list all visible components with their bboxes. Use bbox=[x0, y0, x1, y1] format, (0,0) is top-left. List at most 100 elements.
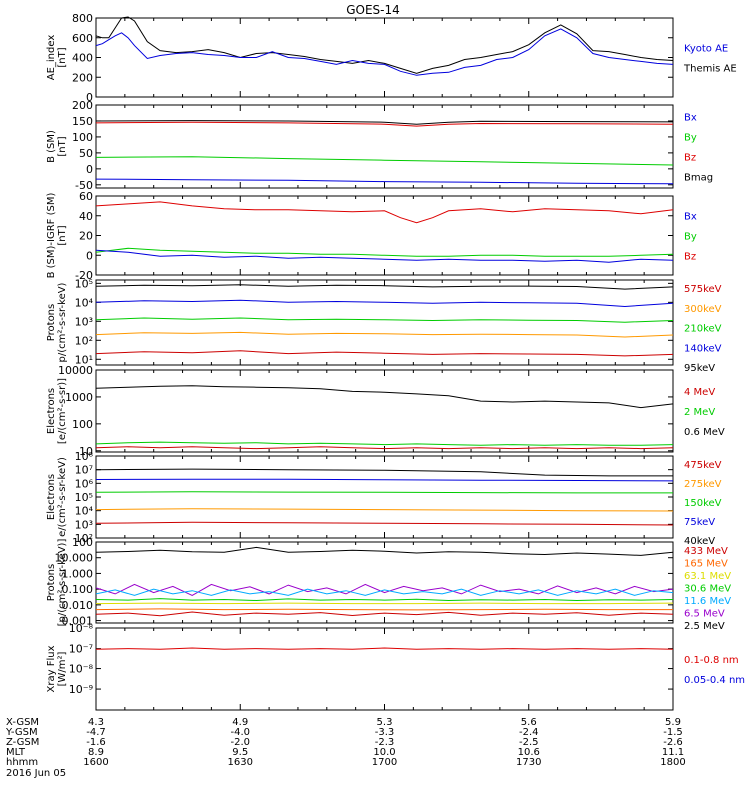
x-axis-row-label: MLT bbox=[6, 747, 26, 758]
x-axis-row-value: 1630 bbox=[228, 757, 253, 768]
panel-8: 10⁻⁸ 10⁻⁷ 10⁻⁸ 10⁻⁹ Xray Flux [W/m²] 0.1-0.8 n… bbox=[46, 622, 745, 711]
y-tick-label: -20 bbox=[75, 269, 93, 282]
series-line-11-6-mev bbox=[95, 588, 674, 596]
y-tick-label: 0 bbox=[86, 91, 93, 104]
x-axis-row-value: -2.4 bbox=[519, 727, 539, 738]
legend-entry: 300keV bbox=[684, 304, 722, 315]
legend-entry: 2 MeV bbox=[684, 407, 715, 418]
series-line-bmag bbox=[95, 120, 674, 125]
x-axis-row-value: -2.5 bbox=[519, 737, 539, 748]
series-line-bz bbox=[95, 121, 674, 127]
x-axis-row-value: 4.9 bbox=[232, 717, 248, 728]
series-line-bx bbox=[95, 178, 674, 185]
series-line-4-mev bbox=[95, 446, 674, 450]
y-tick-label: 100 bbox=[72, 418, 93, 431]
legend-entry: Bz bbox=[684, 252, 696, 263]
legend-entry: 40keV bbox=[684, 536, 715, 547]
series-line-bx bbox=[95, 249, 674, 263]
legend-entry: 210keV bbox=[684, 324, 722, 335]
x-axis-row-label: X-GSM bbox=[6, 717, 39, 728]
x-axis-row-value: -2.0 bbox=[230, 737, 250, 748]
series-line-210kev bbox=[95, 317, 674, 323]
y-axis-label: B (SM) bbox=[46, 130, 57, 163]
y-tick-label: 10³ bbox=[75, 315, 93, 328]
x-axis-row-value: 8.9 bbox=[88, 747, 104, 758]
x-axis-row-value: 5.3 bbox=[377, 717, 393, 728]
y-tick-label: 0.100 bbox=[62, 583, 94, 596]
y-axis-label: [W/m²] bbox=[57, 651, 68, 686]
x-axis-row-value: 4.3 bbox=[88, 717, 104, 728]
y-tick-label: 10³ bbox=[75, 518, 93, 531]
y-axis-label: Electrons bbox=[46, 474, 57, 520]
x-axis-row-label: Y-GSM bbox=[5, 727, 38, 738]
series-line-140kev bbox=[95, 299, 674, 308]
legend-entry: 275keV bbox=[684, 479, 722, 490]
series-line-30-6-mev bbox=[95, 598, 674, 602]
y-tick-label: 10.000 bbox=[55, 552, 94, 565]
panel-7: 100 10.000 1.000 0.100 0.010 0.001 Protons [p/(… bbox=[46, 536, 731, 632]
legend-entry: Bz bbox=[684, 153, 696, 164]
y-axis-label: [nT] bbox=[57, 47, 68, 67]
y-axis-label: [nT] bbox=[57, 225, 68, 245]
y-tick-label: 10⁸ bbox=[75, 450, 94, 463]
y-tick-label: 10⁴ bbox=[75, 296, 94, 309]
legend-entry: 0.1-0.8 nm bbox=[684, 655, 739, 666]
legend-entry: Bmag bbox=[684, 173, 713, 184]
x-axis-row-value: 5.9 bbox=[665, 717, 681, 728]
series-line-themis-ae bbox=[95, 16, 674, 74]
series-line-150kev bbox=[95, 491, 673, 494]
y-tick-label: 200 bbox=[72, 71, 93, 84]
y-axis-label: AE_index bbox=[46, 35, 57, 81]
panel-3: 60 40 20 0 -20 B (SM)-IGRF (SM) [nT] Bx By Bz bbox=[46, 190, 697, 282]
x-axis-row-value: -2.3 bbox=[375, 737, 395, 748]
y-tick-label: 100 bbox=[72, 131, 93, 144]
x-axis-row-value: 10.6 bbox=[518, 747, 540, 758]
series-line-by bbox=[95, 156, 674, 166]
y-tick-label: 10⁵ bbox=[75, 277, 93, 290]
series-line-40kev bbox=[95, 468, 673, 477]
legend-entry: Themis AE bbox=[683, 64, 737, 75]
y-tick-label: 10⁻⁷ bbox=[69, 643, 93, 656]
panel-frame bbox=[95, 195, 674, 276]
legend-entry: 11.6 MeV bbox=[684, 596, 731, 607]
y-tick-label: 150 bbox=[72, 115, 93, 128]
legend-entry: 475keV bbox=[684, 460, 722, 471]
y-axis-label: [nT] bbox=[57, 136, 68, 156]
series-line-575kev bbox=[95, 350, 674, 357]
series-line-2-5-mev bbox=[95, 546, 674, 556]
panel-5: 10000 1000 100 10 Electrons [e/(cm²-s-sr)] 4 M… bbox=[46, 364, 725, 458]
panel-frame bbox=[95, 541, 674, 624]
y-tick-label: 20 bbox=[79, 230, 93, 243]
legend-entry: Bx bbox=[684, 212, 697, 223]
panel-2: 200 150 100 50 0 -50 B (SM) [nT] Bx By Bz Bmag bbox=[46, 99, 713, 192]
x-axis-row-value: 11.1 bbox=[662, 747, 684, 758]
y-axis-label: B (SM)-IGRF (SM) bbox=[46, 193, 57, 279]
y-axis-label: [e/(cm²-s-sr)] bbox=[57, 378, 68, 444]
series-line-63-1-mev bbox=[95, 602, 674, 605]
series-line-475kev bbox=[95, 521, 674, 526]
legend-entry: 433 MeV bbox=[684, 546, 728, 557]
legend-entry: 0.6 MeV bbox=[684, 427, 725, 438]
panel-frame bbox=[95, 455, 674, 539]
y-tick-label: 10² bbox=[75, 334, 93, 347]
legend-entry: 30.6 MeV bbox=[684, 584, 731, 595]
y-axis-label: Protons bbox=[46, 304, 57, 341]
series-line-by bbox=[95, 247, 674, 257]
legend-entry: 6.5 MeV bbox=[684, 609, 725, 620]
legend-entry: 2.5 MeV bbox=[684, 621, 725, 632]
x-axis-row-label: Z-GSM bbox=[6, 737, 39, 748]
x-axis-row-value: 1600 bbox=[83, 757, 108, 768]
series-line-2-mev bbox=[95, 441, 674, 446]
y-tick-label: 0.010 bbox=[62, 599, 94, 612]
y-tick-label: 0.001 bbox=[62, 615, 94, 628]
y-tick-label: 100 bbox=[72, 536, 93, 549]
x-axis-row-value: 9.5 bbox=[232, 747, 248, 758]
date-label: 2016 Jun 05 bbox=[6, 768, 66, 779]
x-axis-row-value: 1700 bbox=[372, 757, 397, 768]
y-tick-label: 10⁴ bbox=[75, 505, 94, 518]
x-axis-table: X-GSM 4.3 4.9 5.3 5.6 5.9Y-GSM -4.7 -4.0 -3.3 -2.… bbox=[5, 717, 686, 779]
legend-entry: 150keV bbox=[684, 498, 722, 509]
series-line-6-5-mev bbox=[95, 583, 674, 596]
